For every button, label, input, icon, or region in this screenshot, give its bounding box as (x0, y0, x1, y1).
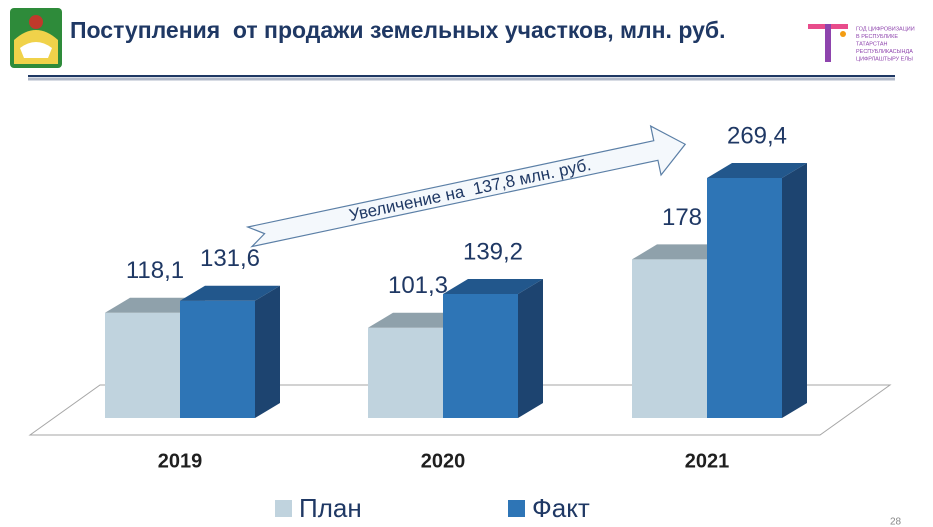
bar-front (443, 293, 518, 418)
legend-label: План (299, 493, 362, 523)
bar-top (707, 163, 807, 178)
legend-label: Факт (532, 493, 590, 523)
digital-logo (808, 24, 848, 62)
bar-top (180, 285, 280, 301)
bar-front (368, 327, 443, 418)
slide-title: Поступления от продажи земельных участко… (70, 17, 725, 43)
bar-front (707, 178, 782, 418)
annotation: Увеличение на 137,8 млн. руб. (347, 155, 592, 225)
page-number: 28 (890, 517, 902, 527)
value-label: 139,2 (463, 238, 523, 265)
logo-text: РЕСПУБЛИКАСЫНДА (856, 49, 913, 55)
logo-text: ГОД ЦИФРОВИЗАЦИИ (856, 26, 915, 32)
bar-top (443, 278, 543, 294)
logo-text: ТАТАРСТАН (856, 41, 888, 47)
value-label: 269,4 (727, 122, 787, 149)
logo-text: В РЕСПУБЛИКЕ (856, 34, 898, 40)
logo (10, 8, 62, 68)
bar-front (632, 259, 707, 418)
bar-side (255, 285, 280, 418)
legend-swatch (508, 500, 525, 517)
x-tick-label: 2019 (158, 450, 203, 472)
x-tick-label: 2021 (685, 450, 730, 472)
x-tick-label: 2020 (421, 450, 466, 472)
value-label: 118,1 (126, 257, 184, 284)
legend-swatch (275, 500, 292, 517)
value-label: 178 (662, 204, 702, 231)
value-label: 131,6 (200, 245, 260, 272)
logo-text: ЦИФРЛАШТЫРУ ЕЛЫ (856, 56, 913, 62)
value-label: 101,3 (388, 272, 448, 299)
bar-front (180, 300, 255, 418)
bar-side (518, 278, 543, 418)
bar-front (105, 312, 180, 418)
bar-side (782, 163, 807, 418)
